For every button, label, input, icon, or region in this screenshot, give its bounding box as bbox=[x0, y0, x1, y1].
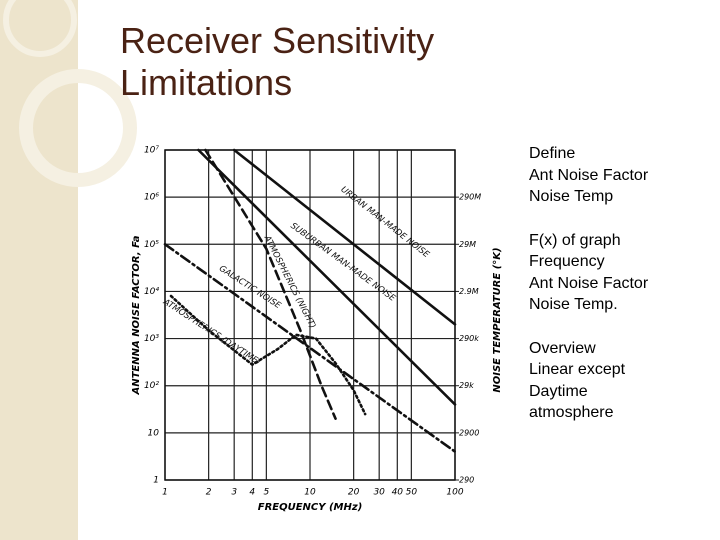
x-tick-label: 50 bbox=[406, 488, 418, 498]
notes: Define Ant Noise Factor Noise Temp F(x) of … bbox=[529, 143, 648, 446]
note-line: Define bbox=[529, 145, 576, 162]
chart-bg bbox=[150, 138, 510, 520]
y2-tick-label: 290k bbox=[459, 334, 479, 343]
series-line bbox=[232, 148, 457, 326]
x-tick-label: 10 bbox=[304, 488, 316, 498]
note-line: Noise Temp bbox=[529, 188, 614, 205]
note-line: Ant Noise Factor bbox=[529, 166, 649, 184]
slide-title: Receiver Sensitivity Limitations bbox=[120, 20, 435, 103]
plot-frame bbox=[164, 149, 456, 481]
series-line bbox=[204, 148, 337, 420]
y-tick-label: 10² bbox=[144, 381, 159, 391]
y-tick-label: 10⁶ bbox=[144, 193, 159, 203]
series-line bbox=[169, 294, 367, 416]
x-tick-label: 2 bbox=[206, 488, 212, 498]
y-tick-label: 10⁷ bbox=[144, 146, 159, 156]
note-line: atmosphere bbox=[529, 404, 614, 421]
y-tick-label: 10⁵ bbox=[144, 240, 159, 250]
decor-circle bbox=[3, 0, 77, 57]
note-line: Ant Noise Factor bbox=[529, 274, 649, 292]
y-tick-label: 10⁴ bbox=[144, 287, 159, 297]
note-group: Define Ant Noise Factor Noise Temp bbox=[529, 143, 648, 208]
y-tick-label: 10 bbox=[148, 428, 160, 438]
x-axis-title: FREQUENCY (MHz) bbox=[258, 502, 363, 513]
x-tick-label: 4 bbox=[249, 488, 255, 498]
y2-tick-label: 290M bbox=[459, 193, 481, 202]
note-line: Noise Temp. bbox=[529, 296, 618, 313]
y2-tick-label: 29k bbox=[459, 381, 474, 390]
x-tick-label: 20 bbox=[348, 488, 360, 498]
note-line: Overview bbox=[529, 339, 596, 357]
series-line bbox=[197, 148, 457, 406]
note-group: F(x) of graph Frequency Ant Noise Factor No… bbox=[529, 230, 648, 316]
decor-circle bbox=[19, 69, 137, 187]
y2-tick-label: 290 bbox=[459, 476, 474, 485]
series-line bbox=[163, 242, 457, 453]
y2-tick-label: 2900 bbox=[459, 428, 479, 437]
y-axis-title: ANTENNA NOISE FACTOR, Fa bbox=[131, 235, 142, 395]
note-line: F(x) of graph bbox=[529, 231, 621, 249]
y2-tick-label: 29M bbox=[459, 240, 476, 249]
x-tick-label: 5 bbox=[263, 488, 269, 498]
series-label: ATMOSPHERICS (NIGHT) bbox=[261, 233, 317, 330]
x-tick-label: 1 bbox=[162, 488, 168, 498]
series-label: URBAN MAN-MADE NOISE bbox=[338, 185, 431, 261]
y2-axis-title: NOISE TEMPERATURE (°K) bbox=[492, 247, 503, 392]
series-label: ATMOSPHERICS (DAYTIME) bbox=[160, 297, 262, 368]
x-tick-label: 3 bbox=[231, 488, 237, 498]
y2-tick-label: 2.9M bbox=[459, 287, 479, 296]
y-tick-label: 1 bbox=[153, 476, 159, 486]
x-tick-label: 40 bbox=[392, 488, 404, 498]
x-tick-label: 100 bbox=[446, 488, 463, 498]
note-group: Overview Linear except Daytime atmosphere bbox=[529, 338, 648, 424]
note-line: Frequency bbox=[529, 253, 605, 270]
note-line: Daytime bbox=[529, 382, 588, 400]
note-line: Linear except bbox=[529, 361, 626, 378]
x-tick-label: 30 bbox=[373, 488, 385, 498]
y-tick-label: 10³ bbox=[144, 334, 159, 344]
